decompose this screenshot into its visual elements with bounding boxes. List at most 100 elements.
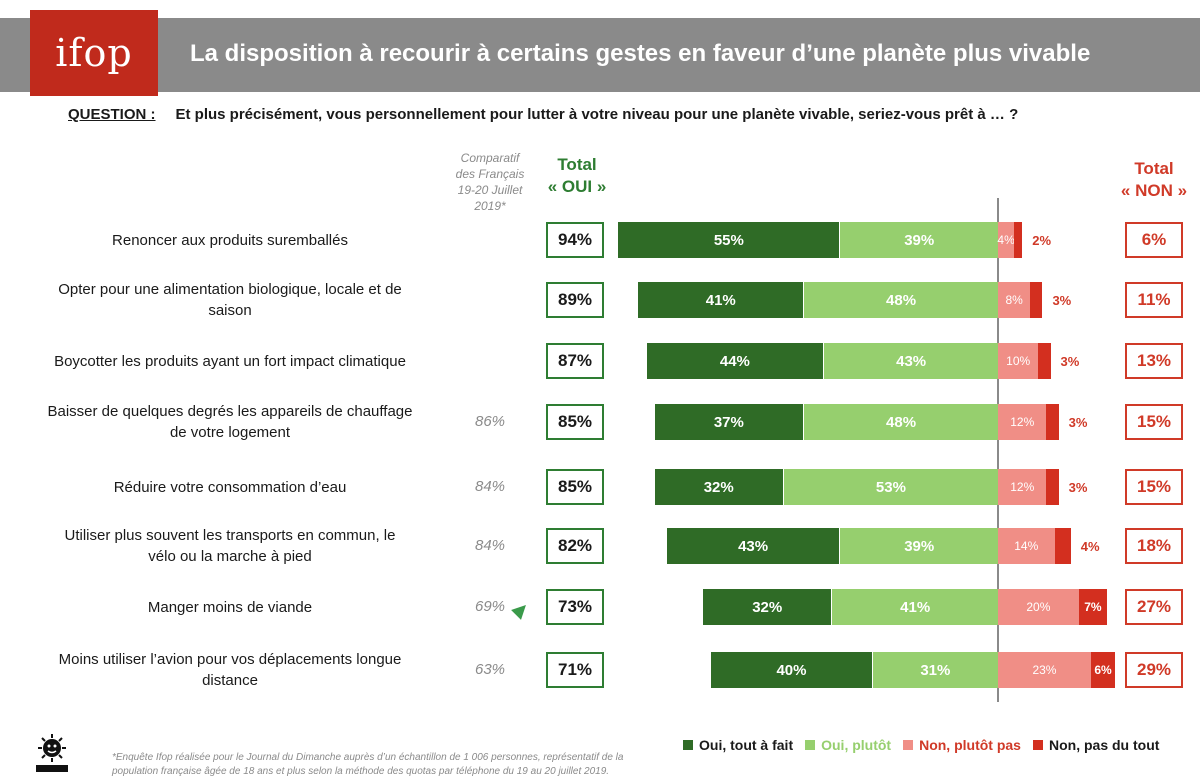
logo-text: ifop <box>55 31 133 75</box>
total-non-header-line: Total <box>1134 159 1174 178</box>
row-label: Moins utiliser l’avion pour vos déplacem… <box>20 649 440 691</box>
bar-label-non-pas-du-tout: 3% <box>1068 414 1088 430</box>
bar-segment-non-pas-du-tout: 7% <box>1078 589 1108 625</box>
comparatif-header: Comparatif des Français 19-20 Juillet 20… <box>440 150 540 214</box>
legend-swatch <box>683 740 693 750</box>
total-oui-value: 71% <box>546 652 604 688</box>
comparatif-value: 84% <box>474 537 506 554</box>
legend-swatch <box>903 740 914 750</box>
comparatif-value: 86% <box>474 413 506 430</box>
row-label-line: Renoncer aux produits suremballés <box>112 231 348 249</box>
footnote: *Enquête Ifop réalisée pour le Journal d… <box>112 752 624 777</box>
total-non-value: 29% <box>1125 652 1183 688</box>
legend-swatch <box>1032 740 1043 750</box>
bar-segment-non-plutot-pas: 12% <box>998 469 1047 505</box>
bar-segment-oui-plutot: 48% <box>804 282 998 318</box>
legend-item: Oui, tout à fait <box>683 737 793 753</box>
row-label-line: Utiliser plus souvent les transports en … <box>64 527 396 544</box>
row-label: Renoncer aux produits suremballés <box>20 230 440 251</box>
bar-segment-oui-tout-a-fait: 32% <box>654 469 784 505</box>
row-label-line: distance <box>202 672 258 689</box>
total-non-value: 18% <box>1125 528 1183 564</box>
comparatif-value: 84% <box>474 478 506 495</box>
total-oui-value: 82% <box>546 528 604 564</box>
row-label-line: vélo ou la marche à pied <box>148 548 312 565</box>
total-oui-header-line: « OUI » <box>547 177 607 196</box>
row-label: Utiliser plus souvent les transports en … <box>20 525 440 567</box>
total-non-header: Total « NON » <box>1108 158 1200 202</box>
question-line: QUESTION : Et plus précisément, vous pers… <box>68 106 1018 123</box>
total-non-value: 15% <box>1125 404 1183 440</box>
total-non-value: 27% <box>1125 589 1183 625</box>
legend-item: Non, pas du tout <box>1032 737 1160 753</box>
bar-segment-non-plutot-pas: 14% <box>998 528 1055 564</box>
bar-segment-oui-tout-a-fait: 44% <box>646 343 825 379</box>
row-label: Boycotter les produits ayant un fort imp… <box>20 351 440 372</box>
legend-swatch <box>805 740 816 750</box>
comparatif-header-line: Comparatif <box>460 151 520 165</box>
bar-segment-oui-tout-a-fait: 37% <box>654 404 805 440</box>
row-label: Baisser de quelques degrés les appareils… <box>20 401 440 443</box>
total-oui-value: 87% <box>546 343 604 379</box>
bar-segment-non-pas-du-tout <box>1038 343 1051 379</box>
row-label-line: Manger moins de viande <box>147 598 313 616</box>
ifop-logo: ifop <box>30 10 158 96</box>
total-oui-header-line: Total <box>557 155 597 174</box>
bar-segment-non-pas-du-tout <box>1046 469 1059 505</box>
bar-segment-non-plutot-pas: 23% <box>998 652 1091 688</box>
bar-label-non-pas-du-tout: 3% <box>1052 292 1072 308</box>
row-label: Réduire votre consommation d’eau <box>20 477 440 498</box>
bar-segment-oui-plutot: 48% <box>804 404 998 440</box>
row-label-line: saison <box>208 302 252 319</box>
legend: Oui, tout à fait Oui, plutôt Non, plutôt… <box>683 737 1171 753</box>
bar-segment-non-pas-du-tout <box>1014 222 1023 258</box>
row-label-line: Opter pour une alimentation biologique, … <box>58 281 402 298</box>
total-oui-value: 85% <box>546 404 604 440</box>
comparatif-header-line: des Français <box>455 167 525 181</box>
bar-segment-oui-tout-a-fait: 55% <box>618 222 841 258</box>
bar-label-non-pas-du-tout: 4% <box>1080 538 1100 554</box>
bar-segment-oui-plutot: 39% <box>840 528 998 564</box>
bar-segment-non-pas-du-tout: 6% <box>1090 652 1116 688</box>
total-non-value: 13% <box>1125 343 1183 379</box>
bar-segment-non-pas-du-tout <box>1046 404 1059 440</box>
legend-item: Oui, plutôt <box>805 737 891 753</box>
total-oui-value: 85% <box>546 469 604 505</box>
bar-segment-non-pas-du-tout <box>1030 282 1043 318</box>
legend-label: Oui, tout à fait <box>699 737 794 753</box>
bar-segment-oui-plutot: 43% <box>824 343 998 379</box>
bar-segment-oui-plutot: 31% <box>872 652 998 688</box>
bar-segment-oui-tout-a-fait: 43% <box>666 528 841 564</box>
bar-segment-non-pas-du-tout <box>1054 528 1071 564</box>
bar-segment-oui-plutot: 53% <box>783 469 998 505</box>
total-oui-value: 94% <box>546 222 604 258</box>
total-non-header-line: « NON » <box>1120 181 1188 200</box>
zero-axis-line <box>997 198 999 702</box>
total-non-value: 15% <box>1125 469 1183 505</box>
comparatif-header-line: 2019* <box>474 199 506 213</box>
bar-segment-non-plutot-pas: 8% <box>998 282 1031 318</box>
comparatif-value: 69% <box>474 598 506 615</box>
comparatif-value: 63% <box>474 661 506 678</box>
bar-segment-oui-plutot: 41% <box>832 589 998 625</box>
question-label: QUESTION : <box>68 106 156 123</box>
comparatif-header-line: 19-20 Juillet <box>457 183 523 197</box>
bar-segment-non-plutot-pas: 10% <box>998 343 1039 379</box>
question-text: Et plus précisément, vous personnellemen… <box>175 106 1019 123</box>
row-label: Opter pour une alimentation biologique, … <box>20 279 440 321</box>
row-label: Manger moins de viande <box>20 597 440 618</box>
total-non-value: 6% <box>1125 222 1183 258</box>
legend-item: Non, plutôt pas <box>903 737 1021 753</box>
bar-segment-non-plutot-pas: 20% <box>998 589 1079 625</box>
legend-label: Non, pas du tout <box>1048 737 1160 753</box>
total-oui-value: 89% <box>546 282 604 318</box>
page-title: La disposition à recourir à certains ges… <box>190 40 1091 67</box>
bar-label-non-pas-du-tout: 2% <box>1032 232 1052 248</box>
total-oui-header: Total « OUI » <box>538 154 616 198</box>
row-label-line: Boycotter les produits ayant un fort imp… <box>54 352 406 370</box>
row-label-line: de votre logement <box>169 424 291 441</box>
row-label-line: Réduire votre consommation d’eau <box>113 478 347 496</box>
row-label-line: Baisser de quelques degrés les appareils… <box>47 403 413 420</box>
bar-segment-non-plutot-pas: 4% <box>997 222 1015 258</box>
row-label-line: Moins utiliser l’avion pour vos déplacem… <box>58 651 402 668</box>
